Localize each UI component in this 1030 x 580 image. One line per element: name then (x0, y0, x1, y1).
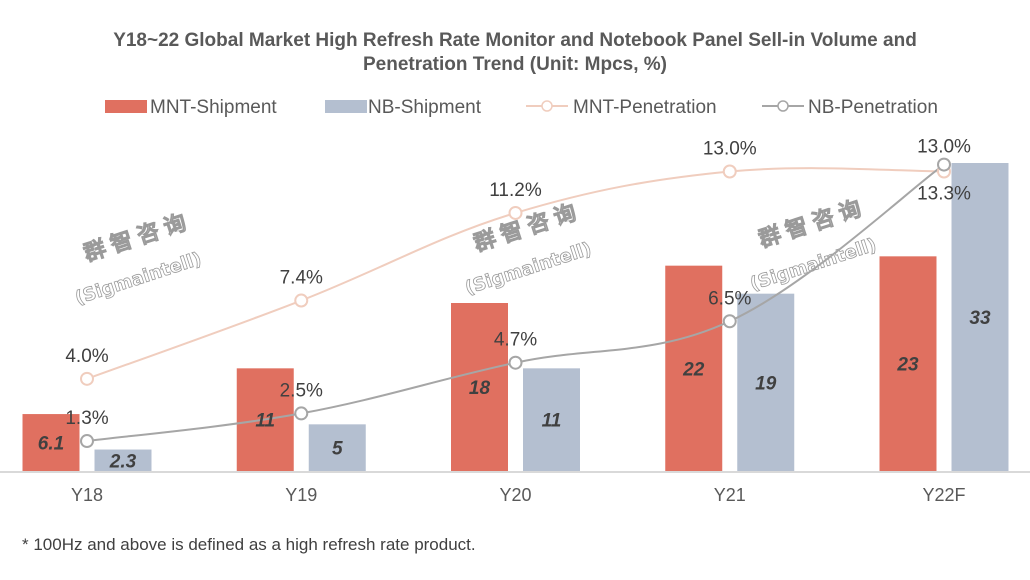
data-label-nb-penetration-y20: 4.7% (494, 330, 537, 351)
bar-mnt-shipment-y18 (22, 414, 80, 471)
x-tick-label-y19: Y19 (285, 485, 317, 505)
data-label-nb-penetration-y18: 1.3% (65, 408, 108, 429)
chart-title: Y18~22 Global Market High Refresh Rate M… (0, 29, 1030, 77)
legend-label-nb-penetration: NB-Penetration (808, 97, 938, 118)
marker-nb-penetration-y21 (722, 314, 737, 329)
legend-marker-mnt-penetration (541, 100, 553, 112)
data-label-mnt-penetration-y21: 13.0% (703, 139, 757, 160)
bar-nb-shipment-y21 (737, 293, 795, 471)
legend-label-mnt-penetration: MNT-Penetration (573, 97, 717, 118)
legend-label-mnt-shipment: MNT-Shipment (150, 97, 277, 118)
marker-mnt-penetration-y20 (508, 205, 523, 220)
x-tick-label-y21: Y21 (714, 485, 746, 505)
marker-mnt-penetration-y19 (294, 293, 309, 308)
marker-mnt-penetration-y21 (722, 164, 737, 179)
marker-nb-penetration-y20 (508, 355, 523, 370)
marker-nb-penetration-y19 (294, 406, 309, 421)
data-label-nb-penetration-y19: 2.5% (280, 380, 323, 401)
chart-title-line2: Penetration Trend (Unit: Mpcs, %) (362, 54, 668, 75)
data-label-mnt-shipment-y19: 11 (255, 411, 275, 432)
x-tick-label-y18: Y18 (71, 485, 103, 505)
marker-nb-penetration-y18 (80, 434, 94, 449)
data-label-mnt-shipment-y22f: 23 (896, 355, 919, 376)
data-label-mnt-shipment-y20: 18 (469, 378, 491, 399)
legend-label-nb-shipment: NB-Shipment (368, 97, 482, 118)
bar-mnt-shipment-y20 (451, 303, 508, 471)
data-label-nb-shipment-y22f: 33 (969, 308, 991, 329)
footnote: * 100Hz and above is defined as a high r… (22, 535, 476, 554)
bar-mnt-shipment-y21 (665, 265, 723, 471)
data-label-mnt-penetration-y20: 11.2% (489, 180, 542, 201)
bar-nb-shipment-y20 (523, 368, 580, 471)
chart-title-line1: Y18~22 Global Market High Refresh Rate M… (113, 30, 917, 51)
bar-mnt-shipment-y22f (879, 256, 937, 471)
data-label-nb-shipment-y21: 19 (755, 373, 777, 394)
marker-nb-penetration-y22f (937, 157, 951, 172)
data-label-nb-shipment-y18: 2.3 (109, 451, 137, 472)
x-tick-label-y20: Y20 (499, 485, 531, 505)
data-label-nb-penetration-y22f: 13.3% (917, 184, 971, 205)
bar-nb-shipment-y19 (308, 424, 366, 471)
x-tick-label-y22f: Y22F (922, 485, 965, 505)
legend-swatch-nb-shipment (325, 100, 367, 113)
data-label-mnt-penetration-y22f: 13.0% (917, 137, 971, 158)
data-label-mnt-penetration-y19: 7.4% (280, 268, 323, 289)
data-label-mnt-shipment-y18: 6.1 (38, 434, 64, 455)
data-label-nb-penetration-y21: 6.5% (708, 288, 751, 309)
bar-nb-shipment-y18 (94, 449, 152, 471)
data-label-mnt-shipment-y21: 22 (682, 359, 705, 380)
marker-mnt-penetration-y18 (80, 371, 94, 386)
data-label-nb-shipment-y20: 11 (542, 411, 562, 432)
data-label-mnt-penetration-y18: 4.0% (65, 346, 108, 367)
legend-marker-nb-penetration (777, 100, 789, 112)
bar-nb-shipment-y22f (951, 163, 1009, 471)
data-label-nb-shipment-y19: 5 (332, 439, 343, 460)
legend-swatch-mnt-shipment (105, 100, 147, 113)
